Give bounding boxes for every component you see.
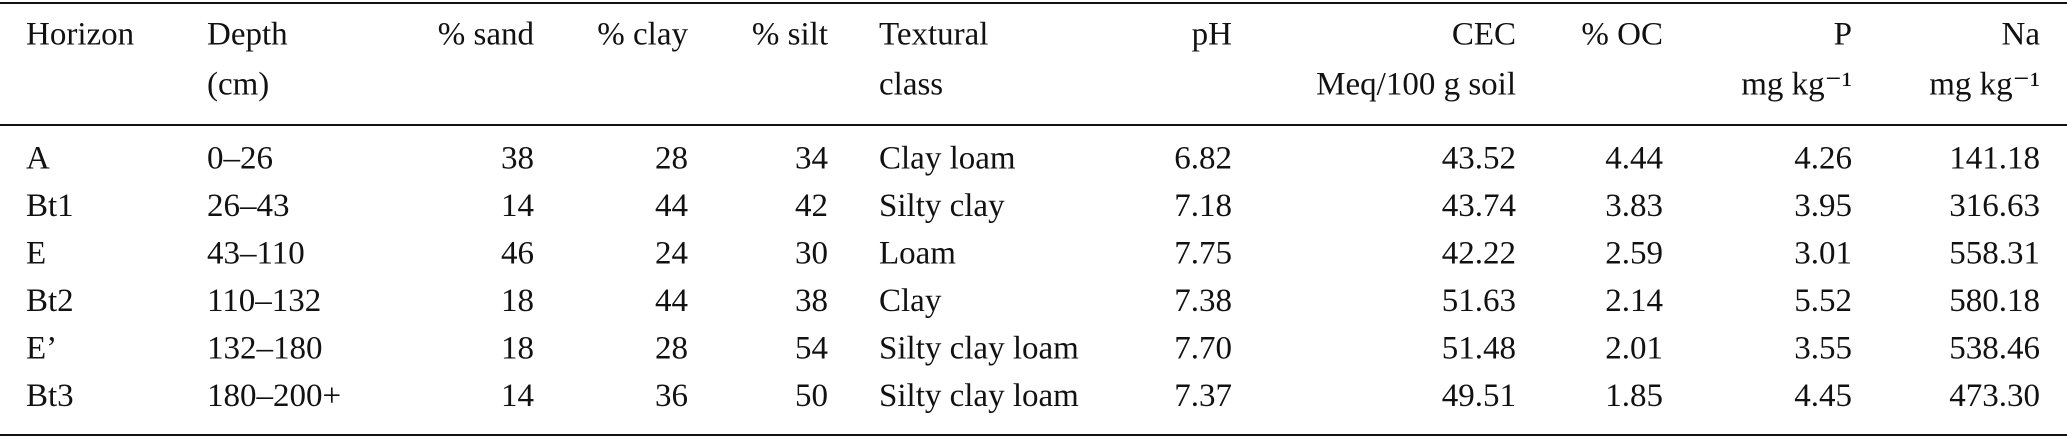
- table-cell: 18: [501, 283, 534, 319]
- table-cell: 44: [655, 283, 688, 319]
- table-cell: 141.18: [1949, 141, 2040, 177]
- table-cell: 2.14: [1605, 283, 1663, 319]
- table-cell: Bt2: [26, 283, 74, 319]
- table-cell: 180–200+: [207, 378, 341, 414]
- table-cell: 26–43: [207, 188, 290, 224]
- table-cell: 14: [501, 378, 534, 414]
- table-cell: 316.63: [1949, 188, 2040, 224]
- table-cell: 28: [655, 141, 688, 177]
- table-cell: Bt1: [26, 188, 74, 224]
- table-cell: Loam: [879, 236, 956, 272]
- header-cell: Meq/100 g soil: [1316, 67, 1516, 103]
- table-cell: 580.18: [1949, 283, 2040, 319]
- table-cell: 132–180: [207, 331, 323, 367]
- table-cell: 54: [795, 331, 828, 367]
- table-cell: 34: [795, 141, 828, 177]
- header-cell: P: [1834, 17, 1852, 53]
- table-cell: 3.01: [1794, 236, 1852, 272]
- header-cell: % sand: [438, 17, 535, 53]
- table-cell: Bt3: [26, 378, 74, 414]
- table-cell: 110–132: [207, 283, 321, 319]
- table-cell: 2.59: [1605, 236, 1663, 272]
- table-cell: 3.95: [1794, 188, 1852, 224]
- header-cell: class: [879, 67, 943, 103]
- header-cell: Na: [2002, 17, 2041, 53]
- table-cell: Silty clay: [879, 188, 1005, 224]
- table-cell: E: [26, 236, 46, 272]
- table-cell: 51.63: [1442, 283, 1516, 319]
- table-cell: 14: [501, 188, 534, 224]
- header-cell: Depth: [207, 17, 288, 53]
- table-cell: 51.48: [1442, 331, 1516, 367]
- table-cell: 1.85: [1605, 378, 1663, 414]
- table-cell: 36: [655, 378, 688, 414]
- table-cell: Silty clay loam: [879, 378, 1079, 414]
- table-cell: 49.51: [1442, 378, 1516, 414]
- table-cell: 5.52: [1794, 283, 1852, 319]
- table-cell: 43.74: [1442, 188, 1516, 224]
- table-cell: 46: [501, 236, 534, 272]
- table-cell: 18: [501, 331, 534, 367]
- table-cell: 43–110: [207, 236, 305, 272]
- table-cell: 42: [795, 188, 828, 224]
- table-cell: 43.52: [1442, 141, 1516, 177]
- table-cell: 558.31: [1949, 236, 2040, 272]
- table-cell: 3.55: [1794, 331, 1852, 367]
- table-cell: 473.30: [1949, 378, 2040, 414]
- table-cell: Clay loam: [879, 141, 1016, 177]
- table-cell: 7.70: [1174, 331, 1232, 367]
- header-cell: % clay: [597, 17, 688, 53]
- table-cell: A: [26, 141, 50, 177]
- table-cell: 7.37: [1174, 378, 1232, 414]
- header-cell: CEC: [1452, 17, 1516, 53]
- header-cell: % OC: [1581, 17, 1663, 53]
- header-cell: mg kg⁻¹: [1929, 67, 2040, 103]
- table-cell: Silty clay loam: [879, 331, 1079, 367]
- table-cell: Clay: [879, 283, 942, 319]
- table-cell: 24: [655, 236, 688, 272]
- table-cell: 7.38: [1174, 283, 1232, 319]
- header-cell: (cm): [207, 67, 269, 103]
- table-cell: 6.82: [1174, 141, 1232, 177]
- table-cell: 38: [501, 141, 534, 177]
- header-cell: Horizon: [26, 17, 134, 53]
- table-cell: 2.01: [1605, 331, 1663, 367]
- table-cell: 50: [795, 378, 828, 414]
- table-cell: 7.18: [1174, 188, 1232, 224]
- header-cell: pH: [1192, 17, 1232, 53]
- header-cell: % silt: [752, 17, 828, 53]
- table-cell: 538.46: [1949, 331, 2040, 367]
- header-cell: Textural: [879, 17, 988, 53]
- table-cell: 30: [795, 236, 828, 272]
- table-cell: 4.44: [1605, 141, 1663, 177]
- header-cell: mg kg⁻¹: [1741, 67, 1852, 103]
- table-cell: 3.83: [1605, 188, 1663, 224]
- table-cell: 38: [795, 283, 828, 319]
- table-cell: 44: [655, 188, 688, 224]
- table-cell: 4.26: [1794, 141, 1852, 177]
- table-cell: 42.22: [1442, 236, 1516, 272]
- table-cell: 7.75: [1174, 236, 1232, 272]
- table-cell: 4.45: [1794, 378, 1852, 414]
- table-cell: 0–26: [207, 141, 273, 177]
- table-cell: 28: [655, 331, 688, 367]
- table-cell: E’: [26, 331, 57, 367]
